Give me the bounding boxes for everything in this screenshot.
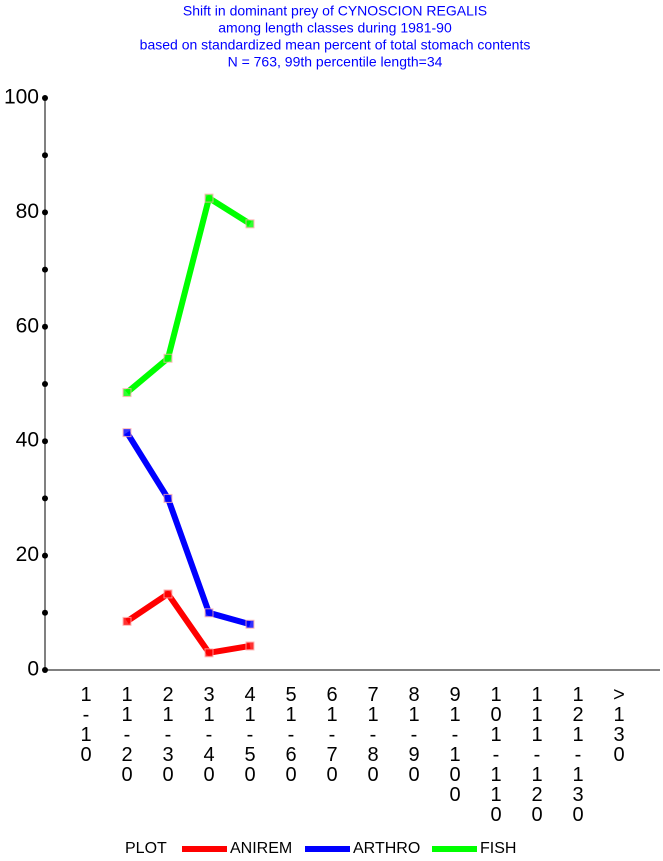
point xyxy=(245,219,255,229)
line xyxy=(125,590,251,656)
y-tick xyxy=(42,323,48,330)
point xyxy=(204,608,214,618)
y-tick xyxy=(42,95,48,101)
point xyxy=(204,648,214,658)
y-minor-tick xyxy=(42,266,48,273)
line xyxy=(125,195,252,395)
x-tick-label: 41-50 xyxy=(239,684,261,784)
point xyxy=(122,428,132,438)
x-tick-label: 81-90 xyxy=(403,684,425,784)
legend-label: ANIREM xyxy=(230,840,292,857)
x-tick-label: 21-30 xyxy=(157,684,179,784)
x-tick-label: 91-100 xyxy=(444,684,466,804)
x-tick-label: 71-80 xyxy=(362,684,384,784)
y-tick-label: 80 xyxy=(16,200,39,223)
y-tick-label: 100 xyxy=(4,86,39,109)
legend-label: ARTHRO xyxy=(353,840,420,857)
point xyxy=(122,616,132,626)
y-tick xyxy=(42,667,48,673)
point xyxy=(245,641,255,651)
y-tick-label: 20 xyxy=(16,543,39,566)
point xyxy=(163,493,173,503)
x-tick-label: 51-60 xyxy=(280,684,302,784)
y-tick-label: 60 xyxy=(16,314,39,337)
chart-title: among length classes during 1981-90 xyxy=(218,20,452,36)
y-minor-tick xyxy=(42,495,48,502)
x-tick-label: 121-130 xyxy=(567,684,589,824)
y-minor-tick xyxy=(42,609,48,616)
legend-label: FISH xyxy=(480,840,516,857)
x-tick-label: 111-120 xyxy=(526,684,548,824)
chart-title: N = 763, 99th percentile length=34 xyxy=(228,54,443,70)
y-tick-label: 40 xyxy=(16,429,39,452)
x-tick-label: >130 xyxy=(608,684,630,764)
y-minor-tick xyxy=(42,152,48,159)
y-tick xyxy=(42,209,48,216)
x-tick-label: 101-110 xyxy=(485,684,507,824)
legend-title: PLOT xyxy=(125,840,167,857)
chart-title: based on standardized mean percent of to… xyxy=(140,37,531,53)
line xyxy=(124,431,251,628)
point xyxy=(204,193,214,203)
x-tick-label: 61-70 xyxy=(321,684,343,784)
point xyxy=(163,589,173,599)
x-tick-label: 31-40 xyxy=(198,684,220,784)
x-tick-label: 1-10 xyxy=(75,684,97,764)
chart-title: Shift in dominant prey of CYNOSCION REGA… xyxy=(183,3,487,19)
point xyxy=(245,619,255,629)
point xyxy=(163,353,173,363)
y-tick xyxy=(42,552,48,559)
x-tick-label: 11-20 xyxy=(116,684,138,784)
y-tick xyxy=(42,438,48,445)
y-tick-label: 0 xyxy=(27,658,39,681)
point xyxy=(122,388,132,398)
y-minor-tick xyxy=(42,381,48,387)
